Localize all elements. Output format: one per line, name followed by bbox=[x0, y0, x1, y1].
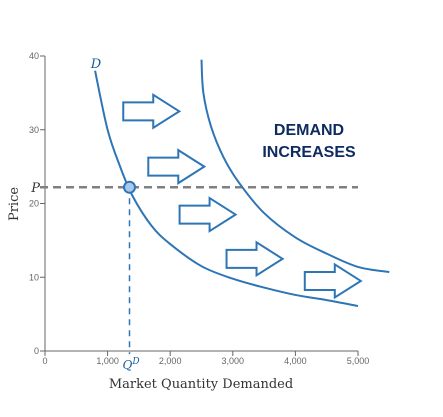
annotation-line-2: INCREASES bbox=[262, 144, 356, 161]
x-tick-label: 1,000 bbox=[96, 356, 119, 366]
y-tick-label: 10 bbox=[29, 272, 39, 282]
y-tick-label: 20 bbox=[29, 199, 39, 209]
shift-arrow-icon bbox=[225, 240, 285, 278]
quantity-label-superscript: D bbox=[131, 357, 139, 367]
y-tick-label: 30 bbox=[29, 125, 39, 135]
quantity-label: QD bbox=[122, 357, 139, 372]
shift-arrow-icon bbox=[178, 196, 238, 233]
labels: Market Quantity Demanded Price P QD D DE… bbox=[7, 57, 356, 392]
price-label: P bbox=[30, 181, 40, 196]
curves bbox=[94, 59, 390, 307]
shift-arrow-icon bbox=[122, 92, 182, 130]
demand-curve-label: D bbox=[90, 57, 102, 72]
x-tick-label: 2,000 bbox=[159, 356, 182, 366]
ticks: 0 1,000 2,000 3,000 4,000 5,000 0 10 20 30 40 bbox=[29, 51, 369, 366]
y-axis-title: Price bbox=[7, 187, 22, 221]
reference-lines bbox=[40, 186, 358, 354]
equilibrium-point bbox=[123, 180, 137, 194]
y-tick-label: 40 bbox=[29, 51, 39, 61]
x-axis-title: Market Quantity Demanded bbox=[109, 377, 293, 392]
demand-curve-d bbox=[94, 70, 359, 307]
quantity-label-main: Q bbox=[122, 358, 132, 372]
shift-arrow-icon bbox=[303, 262, 363, 300]
y-tick-label: 0 bbox=[34, 346, 39, 356]
axes bbox=[44, 56, 358, 352]
x-tick-label: 0 bbox=[42, 356, 47, 366]
annotation-line-1: DEMAND bbox=[274, 122, 344, 139]
demand-curve-increased bbox=[200, 59, 390, 274]
shift-arrow-icon bbox=[147, 148, 207, 185]
x-tick-label: 3,000 bbox=[222, 356, 245, 366]
shift-arrows bbox=[122, 92, 363, 300]
x-tick-label: 5,000 bbox=[347, 356, 370, 366]
x-tick-label: 4,000 bbox=[284, 356, 307, 366]
